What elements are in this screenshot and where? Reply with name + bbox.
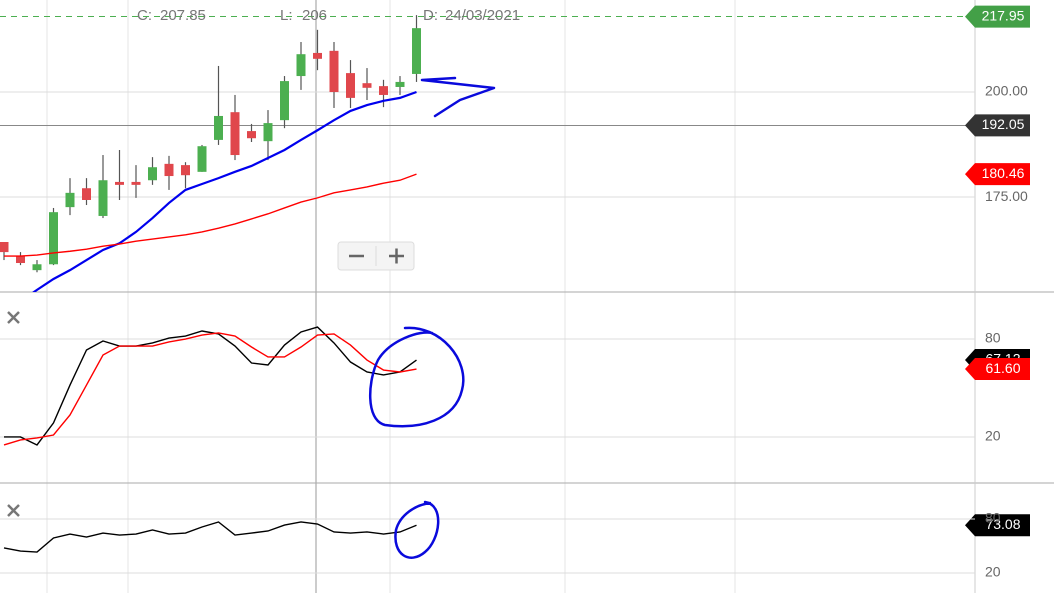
zoom-in[interactable] xyxy=(389,248,404,264)
price-marker xyxy=(965,358,1030,381)
close-value: 207.85 xyxy=(160,7,206,24)
header: C: 207.85 L: 206 D: 24/03/2021 xyxy=(137,7,520,24)
close-icon[interactable] xyxy=(7,311,20,324)
candle-body xyxy=(263,123,273,142)
candle-body xyxy=(98,180,108,216)
candle-body xyxy=(329,50,339,93)
vertical-grid xyxy=(46,0,736,593)
candle-body xyxy=(214,115,223,140)
candle-body xyxy=(197,146,207,172)
low-value: 206 xyxy=(302,7,327,24)
candle-body xyxy=(16,256,25,264)
series-line xyxy=(3,332,417,446)
candle-body xyxy=(379,86,388,95)
series-line xyxy=(32,90,417,292)
price-marker xyxy=(965,163,1030,186)
plot: 217.95192.05180.4667.1261.6073.08200.001… xyxy=(0,5,1030,580)
annotations xyxy=(369,76,496,559)
y-tick-label: 200.00 xyxy=(985,83,1028,99)
y-tick-label: 20 xyxy=(985,428,1001,444)
candle-body xyxy=(148,167,157,181)
candle-body xyxy=(0,242,9,253)
zoom-controls xyxy=(337,241,415,271)
y-tick-label: 175.00 xyxy=(985,188,1028,204)
candle-body xyxy=(362,83,372,88)
candle-body xyxy=(32,264,42,271)
candle-body xyxy=(313,52,322,59)
candle-body xyxy=(131,181,141,185)
date-label: D: xyxy=(423,7,438,24)
price-marker-label: 61.60 xyxy=(985,360,1020,376)
candle-body xyxy=(280,81,289,121)
y-tick-label: 80 xyxy=(985,510,1001,526)
price-marker-label: 217.95 xyxy=(982,7,1025,23)
price-marker xyxy=(965,514,1030,537)
candle-body xyxy=(181,165,190,176)
series-line xyxy=(4,173,417,257)
price-marker-label: 73.08 xyxy=(985,516,1020,532)
series-line xyxy=(4,326,417,446)
candle-body xyxy=(49,212,58,265)
price-marker-label: 192.05 xyxy=(982,116,1025,132)
pen-circle xyxy=(394,500,440,559)
y-tick-label: 80 xyxy=(985,330,1001,346)
candle-body xyxy=(412,28,421,74)
candle-body xyxy=(346,73,355,98)
candle-body xyxy=(115,181,124,185)
candle-body xyxy=(247,131,256,139)
y-tick-label: 20 xyxy=(985,564,1001,580)
panel xyxy=(0,518,975,574)
panel xyxy=(0,15,975,292)
price-marker-label: 180.46 xyxy=(982,165,1025,181)
low-label: L: xyxy=(280,7,293,24)
candle-body xyxy=(82,188,91,200)
candle-body xyxy=(65,192,75,208)
price-marker xyxy=(965,5,1030,28)
pen-circle xyxy=(369,326,465,428)
candle-body xyxy=(164,163,174,177)
pen-arrow xyxy=(420,76,496,118)
series-line xyxy=(3,521,417,553)
candle-body xyxy=(296,54,306,77)
price-marker xyxy=(965,114,1030,137)
close-label: C: xyxy=(137,7,152,24)
date-value: 24/03/2021 xyxy=(445,7,520,24)
panel xyxy=(0,326,975,446)
close-icon[interactable] xyxy=(7,504,20,517)
candle-body xyxy=(230,112,240,156)
candle-body xyxy=(395,81,405,87)
